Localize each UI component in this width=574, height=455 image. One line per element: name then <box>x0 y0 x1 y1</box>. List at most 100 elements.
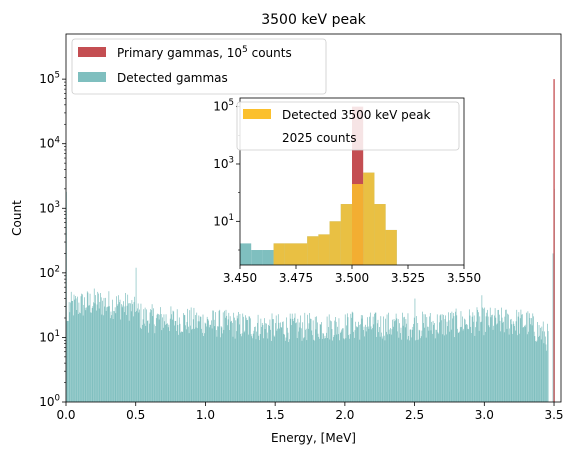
detected-gammas-bar <box>443 335 445 402</box>
detected-gammas-bar <box>257 322 258 402</box>
detected-gammas-bar <box>238 324 240 402</box>
detected-gammas-bar <box>132 316 134 402</box>
detected-gammas-bar <box>393 319 395 402</box>
detected-gammas-bar <box>464 318 465 402</box>
detected-gammas-bar <box>280 327 282 402</box>
detected-gammas-bar <box>353 331 354 402</box>
detected-gammas-bar <box>226 315 228 402</box>
detected-gammas-bar <box>169 330 170 402</box>
detected-gammas-bar <box>455 308 457 402</box>
detected-gammas-bar <box>413 323 414 402</box>
detected-gammas-bar <box>505 309 506 402</box>
detected-gammas-bar <box>277 314 279 402</box>
detected-gammas-bar <box>278 322 280 402</box>
detected-gammas-bar <box>480 322 481 402</box>
detected-gammas-bar <box>68 320 69 402</box>
detected-gammas-bar <box>448 312 449 402</box>
detected-gammas-bar <box>130 311 132 402</box>
detected-gammas-bar <box>420 338 421 402</box>
detected-gammas-bar <box>215 330 217 402</box>
detected-gammas-bar <box>349 338 350 402</box>
detected-gammas-bar <box>338 318 340 402</box>
detected-gammas-bar <box>385 318 387 402</box>
detected-gammas-bar <box>271 313 273 402</box>
detected-gammas-bar <box>289 313 291 402</box>
detected-gammas-bar <box>274 336 276 402</box>
detected-gammas-bar <box>359 339 361 402</box>
detected-gammas-bar <box>344 339 345 402</box>
detected-gammas-bar <box>316 322 318 402</box>
detected-gammas-bar <box>409 340 410 402</box>
detected-gammas-bar <box>78 302 80 402</box>
detected-gammas-bar <box>374 312 376 402</box>
detected-gammas-bar <box>537 322 538 402</box>
detected-gammas-bar <box>109 306 110 402</box>
detected-gammas-bar <box>503 332 505 402</box>
detected-gammas-bar <box>418 339 419 402</box>
detected-gammas-bar <box>184 315 186 402</box>
detected-gammas-bar <box>66 320 68 402</box>
detected-gammas-bar <box>146 309 147 402</box>
detected-gammas-bar <box>74 299 76 402</box>
detected-gammas-bar <box>513 323 515 402</box>
inset-y-tick-label: 105 <box>213 98 234 113</box>
detected-gammas-bar <box>160 307 161 402</box>
detected-gammas-bar <box>370 326 372 402</box>
detected-gammas-bar <box>461 326 462 402</box>
detected-gammas-bar <box>386 331 387 402</box>
detected-gammas-bar <box>82 315 84 402</box>
detected-gammas-bar <box>87 292 89 402</box>
detected-gammas-bar <box>457 328 458 402</box>
detected-gammas-bar <box>128 320 130 402</box>
detected-gammas-bar <box>151 304 153 402</box>
detected-gammas-bar <box>454 337 456 402</box>
detected-gammas-bar <box>104 306 106 402</box>
detected-gammas-bar <box>304 312 306 402</box>
detected-gammas-bar <box>478 312 479 402</box>
detected-gammas-bar <box>110 311 112 402</box>
detected-gammas-bar <box>306 340 308 402</box>
detected-gammas-bar <box>466 324 468 402</box>
detected-gammas-bar <box>224 317 226 402</box>
detected-gammas-bar <box>516 309 518 402</box>
detected-gammas-bar <box>176 331 177 402</box>
detected-gammas-bar <box>377 319 379 402</box>
detected-gammas-bar <box>365 331 367 402</box>
detected-gammas-bar <box>286 317 288 402</box>
detected-gammas-bar <box>398 337 400 402</box>
x-tick-label: 3.0 <box>475 408 494 422</box>
detected-gammas-bar <box>249 316 251 402</box>
detected-gammas-bar <box>425 314 426 402</box>
detected-gammas-bar <box>544 331 545 402</box>
detected-gammas-bar <box>330 320 331 402</box>
detected-gammas-bar <box>298 322 300 402</box>
detected-gammas-bar <box>379 336 381 402</box>
detected-gammas-bar <box>512 333 513 402</box>
detected-gammas-bar <box>536 340 538 402</box>
detected-gammas-bar <box>152 316 154 402</box>
detected-gammas-bar <box>530 324 532 402</box>
detected-gammas-bar <box>254 326 256 402</box>
detected-gammas-bar <box>529 318 531 402</box>
detected-gammas-bar <box>367 317 368 402</box>
y-tick-label: 103 <box>39 200 60 215</box>
detected-gammas-bar <box>537 336 539 402</box>
detected-gammas-bar <box>206 316 208 402</box>
detected-gammas-bar <box>112 299 113 402</box>
detected-gammas-bar <box>247 319 248 402</box>
detected-gammas-bar <box>422 311 423 402</box>
detected-gammas-bar <box>424 327 426 402</box>
detected-gammas-bar <box>473 315 475 402</box>
detected-gammas-bar <box>510 318 512 402</box>
detected-gammas-bar <box>223 329 225 402</box>
detected-gammas-bar <box>368 328 370 402</box>
detected-gammas-bar <box>382 336 384 402</box>
detected-gammas-bar <box>342 328 343 402</box>
detected-gammas-bar <box>293 321 294 402</box>
detected-gammas-bar <box>154 333 156 402</box>
detected-gammas-bar <box>390 328 391 402</box>
detected-gammas-bar <box>456 315 458 402</box>
detected-gammas-bar <box>402 325 404 402</box>
detected-gammas-bar <box>84 297 85 402</box>
detected-gammas-bar <box>70 291 72 402</box>
